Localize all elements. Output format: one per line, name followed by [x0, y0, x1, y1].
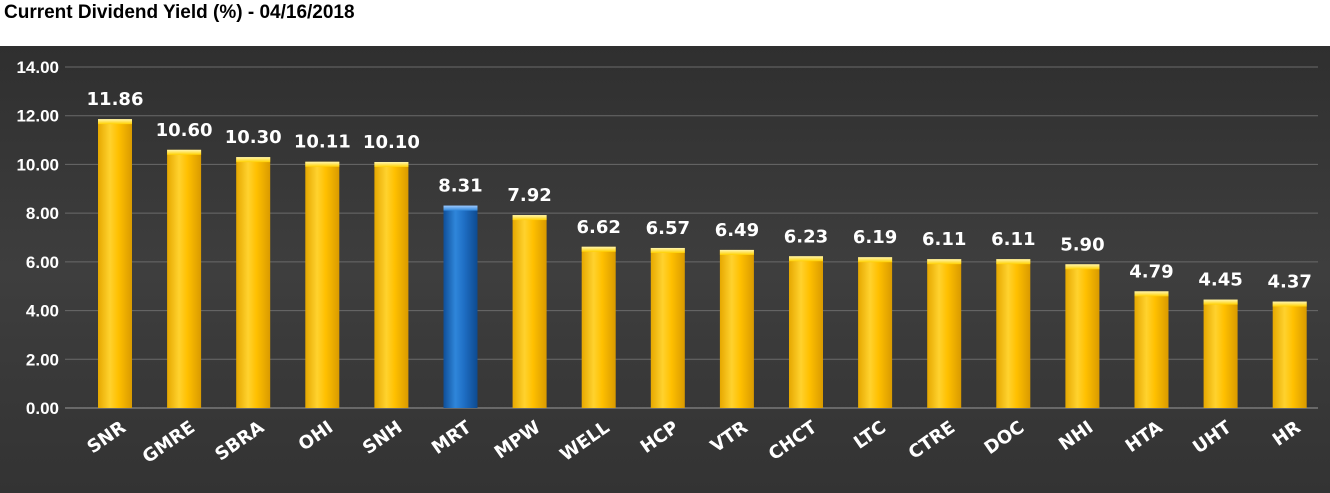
bar-body	[789, 256, 823, 408]
bar-well	[581, 246, 616, 408]
bar-snr	[98, 119, 132, 409]
bar-sbra	[236, 157, 271, 408]
data-label: 8.31	[438, 176, 482, 197]
bar-top-highlight	[650, 247, 685, 253]
bar-body	[581, 246, 616, 408]
bar-top-highlight	[858, 257, 893, 263]
bar-chct	[789, 256, 823, 408]
bar-body	[512, 215, 547, 408]
bar-top-highlight	[167, 149, 202, 155]
bar-body	[374, 161, 409, 408]
bar-top-highlight	[789, 256, 823, 262]
y-tick-label: 4.00	[26, 302, 59, 321]
bar-top-highlight	[996, 259, 1031, 265]
data-label: 6.23	[784, 226, 828, 247]
bar-top-highlight	[1272, 301, 1307, 307]
data-label: 10.10	[363, 132, 420, 153]
bar-chart: 0.00 2.00 4.00 6.00 8.00 10.00 12.00 14.00 11.86…	[0, 46, 1330, 493]
bar-hcp	[650, 247, 685, 408]
bar-body	[443, 205, 478, 408]
data-label: 6.11	[991, 229, 1035, 250]
data-label: 10.60	[156, 120, 213, 141]
bar-body	[1134, 291, 1169, 408]
bar-body	[996, 259, 1031, 408]
bar-top-highlight	[1134, 291, 1169, 297]
y-tick-label: 6.00	[26, 253, 59, 272]
data-label: 11.86	[87, 89, 144, 110]
bar-ctre	[927, 259, 962, 408]
bar-body	[927, 259, 962, 408]
bar-body	[719, 249, 754, 408]
data-label: 6.19	[853, 227, 897, 248]
data-label: 10.30	[225, 127, 282, 148]
data-label: 4.37	[1267, 272, 1311, 293]
bar-vtr	[719, 249, 754, 408]
bar-body	[1203, 299, 1238, 408]
bar-ltc	[858, 257, 893, 408]
bar-top-highlight	[1065, 264, 1100, 270]
bar-top-highlight	[374, 161, 409, 167]
bar-top-highlight	[305, 161, 340, 167]
y-tick-label: 2.00	[26, 350, 59, 369]
y-tick-label: 12.00	[16, 107, 59, 126]
bar-top-highlight	[512, 215, 547, 221]
bar-body	[858, 257, 893, 408]
y-tick-label: 0.00	[26, 399, 59, 418]
bar-doc	[996, 259, 1031, 408]
chart-area: 0.00 2.00 4.00 6.00 8.00 10.00 12.00 14.00 11.86…	[0, 46, 1330, 493]
data-label: 5.90	[1060, 234, 1104, 255]
bar-body	[167, 149, 202, 409]
bar-top-highlight	[927, 259, 962, 265]
bar-hr	[1272, 301, 1307, 408]
bar-body	[305, 161, 340, 408]
bar-mrt	[443, 205, 478, 408]
data-label: 6.57	[646, 218, 690, 239]
bar-body	[98, 119, 132, 409]
bar-gmre	[167, 149, 202, 409]
data-label: 10.11	[294, 132, 351, 153]
bar-uht	[1203, 299, 1238, 408]
data-label: 7.92	[507, 185, 551, 206]
data-label: 4.45	[1198, 270, 1242, 291]
bar-snh	[374, 161, 409, 408]
bar-body	[236, 157, 271, 408]
bar-body	[1065, 264, 1100, 408]
bar-top-highlight	[236, 157, 271, 163]
bar-body	[650, 247, 685, 408]
bar-top-highlight	[98, 119, 132, 125]
bar-ohi	[305, 161, 340, 408]
bar-top-highlight	[581, 246, 616, 252]
bar-mpw	[512, 215, 547, 408]
bar-nhi	[1065, 264, 1100, 408]
data-label: 6.49	[715, 220, 759, 241]
y-tick-label: 14.00	[16, 58, 59, 77]
data-label: 6.11	[922, 229, 966, 250]
y-tick-label: 8.00	[26, 204, 59, 223]
data-label: 6.62	[576, 217, 620, 238]
bar-hta	[1134, 291, 1169, 408]
bar-top-highlight	[1203, 299, 1238, 305]
bar-top-highlight	[719, 249, 754, 255]
bar-body	[1272, 301, 1307, 408]
bar-top-highlight	[443, 205, 478, 211]
chart-title: Current Dividend Yield (%) - 04/16/2018	[4, 2, 355, 23]
y-tick-label: 10.00	[16, 155, 59, 174]
data-label: 4.79	[1129, 261, 1173, 282]
